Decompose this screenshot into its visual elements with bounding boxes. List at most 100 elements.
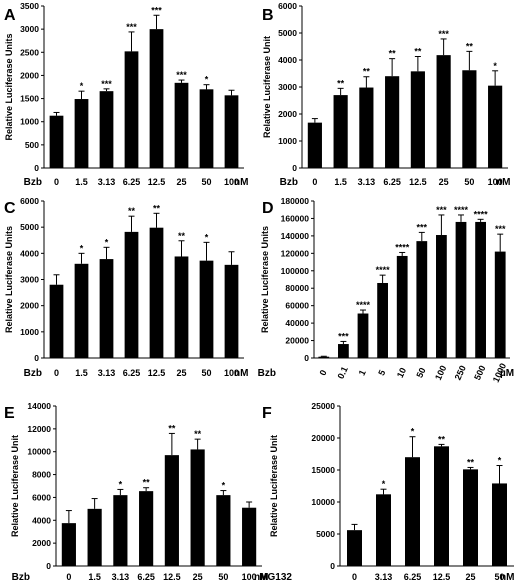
panel-a-ytick-label: 3000 <box>20 24 39 34</box>
panel-e-significance: * <box>119 479 123 489</box>
panel-c-ytick-label: 0 <box>34 353 39 363</box>
panel-d-y-axis-title: Relative Luciferase Units <box>260 226 270 333</box>
panel-a-x-unit: nM <box>234 177 248 188</box>
panel-e-bar <box>87 508 102 566</box>
panel-d-bar <box>338 344 349 358</box>
panel-c-significance: * <box>80 243 84 253</box>
panel-f-significance: ** <box>438 434 446 444</box>
panel-a-category-label: 100 <box>224 177 239 187</box>
panel-c-bar <box>174 256 189 358</box>
panel-b-bar <box>333 95 348 168</box>
panel-b-significance: ** <box>363 67 371 77</box>
panel-d-category-label: 100 <box>433 364 448 382</box>
panel-f-category-label: 3.13 <box>375 572 393 582</box>
panel-a-significance: *** <box>151 5 162 15</box>
panel-a-y-axis-title: Relative Luciferase Units <box>4 33 14 140</box>
panel-a-ytick-label: 500 <box>25 140 39 150</box>
panel-b-bar <box>385 76 400 168</box>
panel-f-x-unit: nM <box>500 572 514 583</box>
panel-a-bar <box>149 29 164 169</box>
panel-c-ytick-label: 5000 <box>20 222 39 232</box>
panel-e-category-label: 50 <box>218 572 228 582</box>
panel-d-significance: *** <box>436 205 447 215</box>
panel-e-category-label: 6.25 <box>137 572 155 582</box>
panel-b-significance: *** <box>438 29 449 39</box>
panel-d-bar <box>357 313 369 358</box>
panel-d-significance: *** <box>495 224 506 234</box>
panel-e-category-label: 12.5 <box>163 572 181 582</box>
panel-c-bar <box>199 260 214 358</box>
panel-b-bar <box>488 85 503 168</box>
panel-a-significance: *** <box>101 79 112 89</box>
panel-d-significance: *** <box>417 222 428 232</box>
panel-b-ytick-label: 0 <box>292 163 297 173</box>
panel-f-bar <box>492 483 507 566</box>
panel-c-category-label: 100 <box>224 368 239 378</box>
panel-b-bar <box>359 87 374 168</box>
panel-f-bar <box>376 494 391 566</box>
panel-d-category-label: 250 <box>453 364 468 382</box>
panel-c-bar <box>124 231 139 358</box>
panel-d-category-label: 0 <box>317 368 328 377</box>
panel-a-ytick-label: 2500 <box>20 47 39 57</box>
panel-e-x-unit: nM <box>254 572 268 583</box>
panel-b-bar <box>307 122 322 168</box>
panel-d-bar <box>377 282 388 358</box>
panel-d-significance: **** <box>356 300 371 310</box>
panel-d-significance: *** <box>338 331 349 341</box>
panel-f-bar <box>434 446 449 566</box>
panel-f-significance: ** <box>467 457 475 467</box>
panel-e-bar <box>242 507 257 566</box>
panel-e-ytick-label: 0 <box>46 561 51 571</box>
panel-d-category-label: 10 <box>395 366 408 379</box>
panel-d-x-prefix: Bzb <box>258 368 276 379</box>
panel-c-category-label: 1.5 <box>75 368 88 378</box>
panel-a-ytick-label: 2000 <box>20 70 39 80</box>
panel-c-label: C <box>4 200 16 217</box>
panel-b-category-label: 50 <box>464 177 474 187</box>
panel-b-x-prefix: Bzb <box>280 177 298 188</box>
panel-b-significance: ** <box>389 49 397 59</box>
panel-b-category-label: 1.5 <box>334 177 347 187</box>
panel-e-bar <box>190 449 205 566</box>
panel-c-category-label: 6.25 <box>123 368 141 378</box>
panel-d-category-label: 5 <box>376 368 387 377</box>
panel-a-bar <box>174 82 189 168</box>
panel-a-bar <box>224 95 239 168</box>
panel-c-significance: * <box>105 237 109 247</box>
panel-e-ytick-label: 8000 <box>32 470 51 480</box>
panel-a-ytick-label: 1500 <box>20 94 39 104</box>
panel-d-bar <box>318 356 330 358</box>
panel-b-significance: * <box>493 61 497 71</box>
panel-a-bar <box>74 99 89 168</box>
panel-b-bar <box>436 55 451 168</box>
panel-a-bar <box>124 51 139 168</box>
panel-d-bar <box>396 255 408 358</box>
panel-d-bar <box>494 251 506 358</box>
panel-c-ytick-label: 3000 <box>20 275 39 285</box>
panel-a-category-label: 1.5 <box>75 177 88 187</box>
panel-e-bar <box>216 495 231 566</box>
panel-a-ytick-label: 0 <box>34 163 39 173</box>
panel-c-bar <box>74 263 89 358</box>
panel-d-label: D <box>262 200 274 217</box>
panel-e-ytick-label: 10000 <box>27 447 51 457</box>
panel-d-ytick-label: 60000 <box>285 301 309 311</box>
panel-d-significance: **** <box>376 265 391 275</box>
panel-d-x-unit: µM <box>500 368 514 379</box>
panel-c-bar <box>224 264 239 358</box>
panel-d-bar <box>436 235 447 358</box>
panel-e-category-label: 1.5 <box>88 572 101 582</box>
panel-b-category-label: 12.5 <box>409 177 427 187</box>
panel-d-ytick-label: 140000 <box>281 231 310 241</box>
panel-d-bar <box>475 221 486 358</box>
panel-d-significance: **** <box>454 205 469 215</box>
panel-a-x-prefix: Bzb <box>24 177 42 188</box>
panel-c-significance: ** <box>128 206 136 216</box>
panel-d-significance: **** <box>474 209 489 219</box>
panel-d-ytick-label: 20000 <box>285 336 309 346</box>
panel-c-ytick-label: 2000 <box>20 301 39 311</box>
panel-f-bar <box>405 457 420 566</box>
